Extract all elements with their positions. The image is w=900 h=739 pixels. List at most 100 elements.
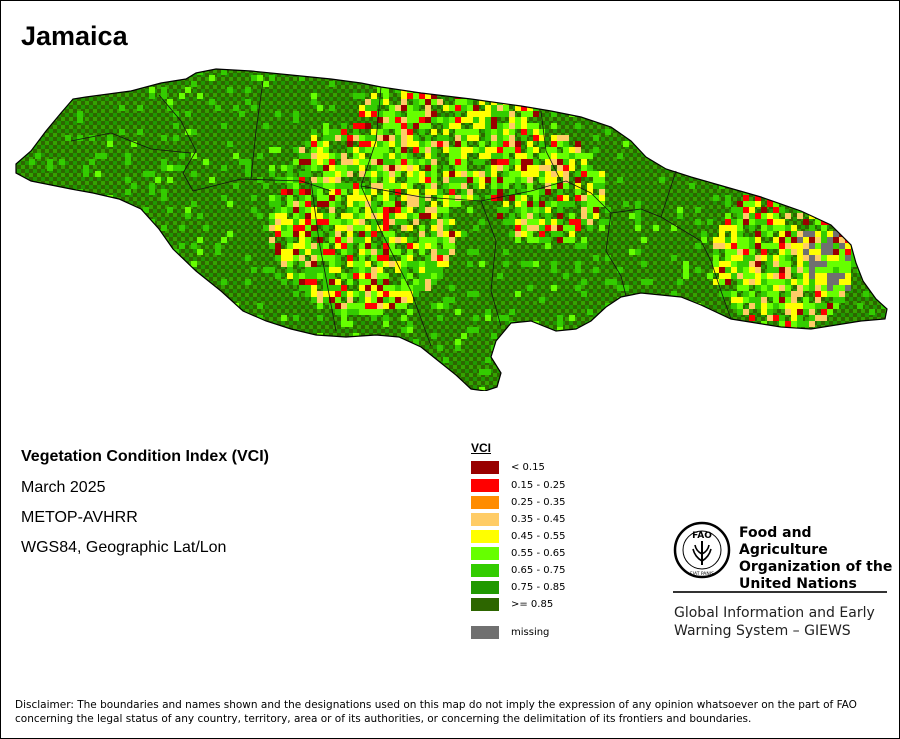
vci-pixel	[365, 225, 371, 231]
vci-pixel	[461, 141, 467, 147]
vci-pixel	[347, 237, 353, 243]
vci-pixel	[815, 117, 821, 123]
vci-pixel	[515, 225, 521, 231]
vci-pixel	[83, 165, 89, 171]
vci-pixel	[479, 117, 485, 123]
vci-pixel	[227, 87, 233, 93]
vci-pixel	[305, 171, 311, 177]
vci-pixel	[335, 129, 341, 135]
vci-pixel	[161, 189, 167, 195]
vci-pixel	[401, 153, 407, 159]
vci-pixel	[71, 201, 77, 207]
vci-pixel	[821, 255, 827, 261]
vci-pixel	[695, 129, 701, 135]
vci-pixel	[557, 153, 563, 159]
vci-pixel	[221, 279, 227, 285]
vci-pixel	[389, 159, 395, 165]
vci-pixel	[581, 237, 587, 243]
legend-label: 0.25 - 0.35	[511, 496, 566, 508]
vci-pixel	[437, 231, 443, 237]
vci-pixel	[401, 261, 407, 267]
vci-pixel	[35, 195, 41, 201]
vci-pixel	[593, 207, 599, 213]
vci-pixel	[563, 201, 569, 207]
vci-pixel	[137, 129, 143, 135]
vci-pixel	[449, 249, 455, 255]
vci-pixel	[797, 267, 803, 273]
vci-pixel	[299, 177, 305, 183]
vci-pixel	[347, 255, 353, 261]
vci-pixel	[839, 279, 845, 285]
vci-pixel	[317, 219, 323, 225]
vci-pixel	[293, 201, 299, 207]
vci-pixel	[533, 123, 539, 129]
legend-title: VCI	[471, 441, 492, 455]
vci-pixel	[545, 363, 551, 369]
vci-pixel	[821, 387, 827, 391]
vci-pixel	[761, 189, 767, 195]
vci-pixel	[263, 183, 269, 189]
vci-pixel	[545, 189, 551, 195]
vci-pixel	[755, 189, 761, 195]
vci-pixel	[413, 81, 419, 87]
vci-pixel	[725, 117, 731, 123]
vci-pixel	[419, 123, 425, 129]
vci-pixel	[317, 195, 323, 201]
vci-pixel	[311, 213, 317, 219]
vci-pixel	[731, 129, 737, 135]
vci-pixel	[605, 255, 611, 261]
vci-pixel	[545, 237, 551, 243]
vci-pixel	[467, 327, 473, 333]
vci-pixel	[815, 201, 821, 207]
vci-pixel	[383, 219, 389, 225]
vci-pixel	[827, 93, 833, 99]
vci-pixel	[803, 231, 809, 237]
vci-pixel	[365, 297, 371, 303]
vci-pixel	[293, 273, 299, 279]
vci-pixel	[365, 111, 371, 117]
vci-pixel	[467, 291, 473, 297]
vci-pixel	[473, 135, 479, 141]
vci-pixel	[497, 69, 503, 75]
vci-pixel	[359, 267, 365, 273]
vci-pixel	[773, 195, 779, 201]
vci-pixel	[407, 285, 413, 291]
vci-pixel	[329, 189, 335, 195]
legend-label: 0.75 - 0.85	[511, 581, 566, 593]
vci-pixel	[521, 129, 527, 135]
vci-pixel	[731, 243, 737, 249]
vci-pixel	[605, 279, 611, 285]
vci-pixel	[395, 249, 401, 255]
vci-pixel	[383, 93, 389, 99]
vci-pixel	[821, 309, 827, 315]
vci-pixel	[779, 255, 785, 261]
vci-pixel	[539, 225, 545, 231]
vci-pixel	[851, 195, 857, 201]
vci-pixel	[365, 159, 371, 165]
vci-pixel	[767, 285, 773, 291]
vci-pixel	[431, 165, 437, 171]
vci-pixel	[425, 213, 431, 219]
vci-pixel	[809, 63, 815, 69]
vci-pixel	[773, 303, 779, 309]
vci-pixel	[653, 387, 659, 391]
vci-pixel	[497, 93, 503, 99]
vci-pixel	[353, 237, 359, 243]
vci-pixel	[803, 279, 809, 285]
vci-pixel	[179, 357, 185, 363]
vci-pixel	[539, 189, 545, 195]
vci-pixel	[383, 189, 389, 195]
vci-pixel	[107, 225, 113, 231]
vci-pixel	[839, 237, 845, 243]
vci-pixel	[467, 189, 473, 195]
vci-pixel	[827, 255, 833, 261]
vci-pixel	[437, 75, 443, 81]
vci-pixel	[329, 291, 335, 297]
vci-pixel	[167, 207, 173, 213]
vci-pixel	[761, 279, 767, 285]
vci-pixel	[869, 339, 875, 345]
vci-pixel	[503, 171, 509, 177]
vci-pixel	[881, 69, 887, 75]
vci-pixel	[839, 291, 845, 297]
vci-pixel	[779, 273, 785, 279]
